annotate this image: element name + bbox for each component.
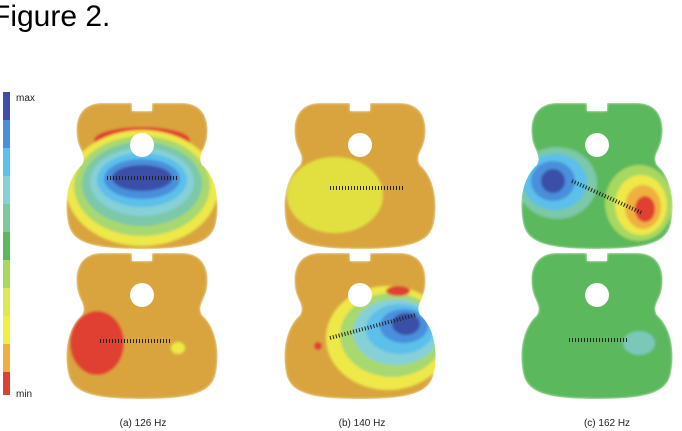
- mode-shape: [521, 253, 673, 399]
- mode-shape: [284, 103, 436, 249]
- mode-shape: [66, 253, 218, 399]
- panel-caption: (a) 126 Hz: [120, 418, 167, 429]
- colorbar-max: max: [16, 93, 35, 104]
- mode-shape: [66, 103, 218, 249]
- panel-caption: (b) 140 Hz: [339, 418, 386, 429]
- panel-caption: (c) 162 Hz: [584, 418, 630, 429]
- colorbar-min: min: [16, 389, 32, 400]
- mode-shape: [284, 253, 436, 399]
- figure-title: Figure 2.: [0, 0, 110, 33]
- mode-shape: [521, 103, 673, 249]
- colorbar: [3, 92, 10, 395]
